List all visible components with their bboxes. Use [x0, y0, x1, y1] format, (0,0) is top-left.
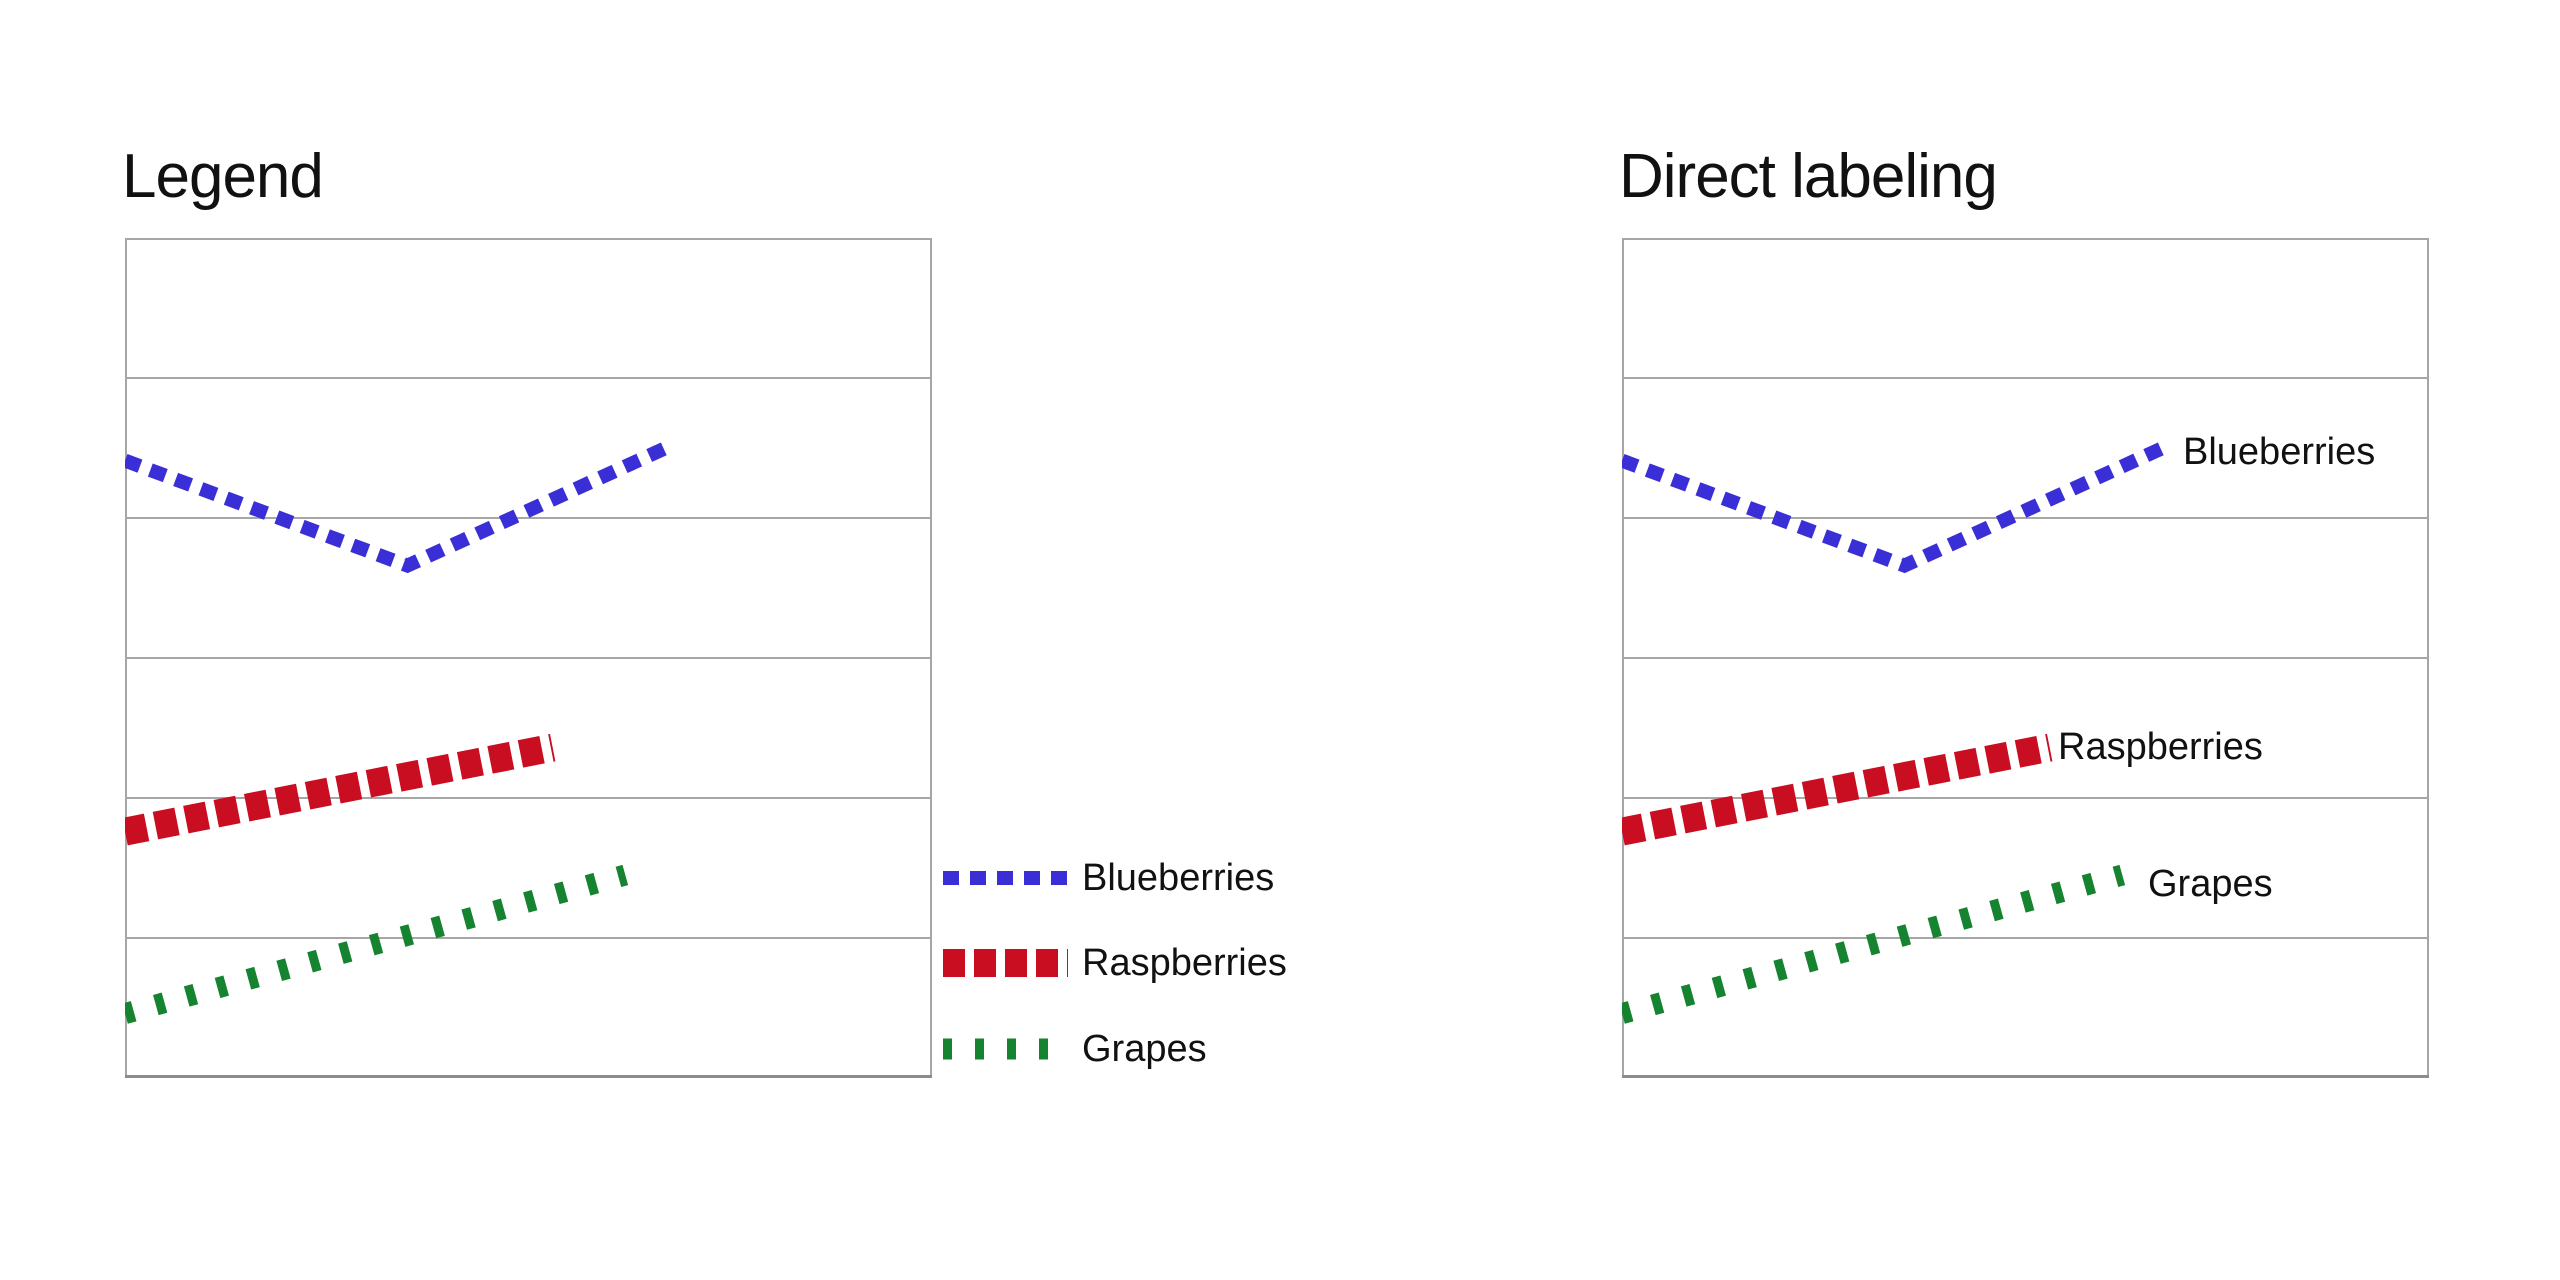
direct-label-grapes: Grapes: [2148, 863, 2273, 905]
series-line-raspberries: [125, 733, 556, 846]
series-line-blueberries: [1622, 441, 2166, 574]
legend-swatch-blueberries-icon: [943, 871, 1068, 885]
legend-swatch-raspberries-icon: [943, 949, 1068, 977]
plot-legend-chart: [125, 238, 932, 1078]
direct-label-raspberries: Raspberries: [2058, 726, 2263, 768]
series-line-grapes: [1622, 864, 2126, 1024]
legend-item-raspberries: Raspberries: [943, 942, 1287, 984]
page-title-legend: Legend: [122, 142, 324, 211]
legend-item-blueberries: Blueberries: [943, 857, 1275, 899]
series-line-blueberries: [125, 441, 669, 574]
panel-legend-chart: Legend Blueberries Raspberries Grapes: [122, 142, 1363, 1098]
direct-label-blueberries: Blueberries: [2183, 431, 2376, 473]
panel-direct-labeling-chart: Direct labeling Blueberries Raspberries …: [1497, 0, 2560, 1280]
series-line-raspberries: [1622, 733, 2053, 846]
legend-label-raspberries: Raspberries: [1082, 942, 1287, 984]
series-line-grapes: [125, 864, 629, 1024]
legend-swatch-grapes-icon: [943, 1038, 1068, 1060]
legend-item-grapes: Grapes: [943, 1028, 1207, 1070]
plot-direct-labeling-chart: [1622, 238, 2429, 1078]
page-title-direct-labeling: Direct labeling: [1619, 142, 1998, 211]
legend-label-blueberries: Blueberries: [1082, 857, 1275, 899]
legend-label-grapes: Grapes: [1082, 1028, 1207, 1070]
legend: Blueberries Raspberries Grapes: [943, 857, 1363, 1098]
